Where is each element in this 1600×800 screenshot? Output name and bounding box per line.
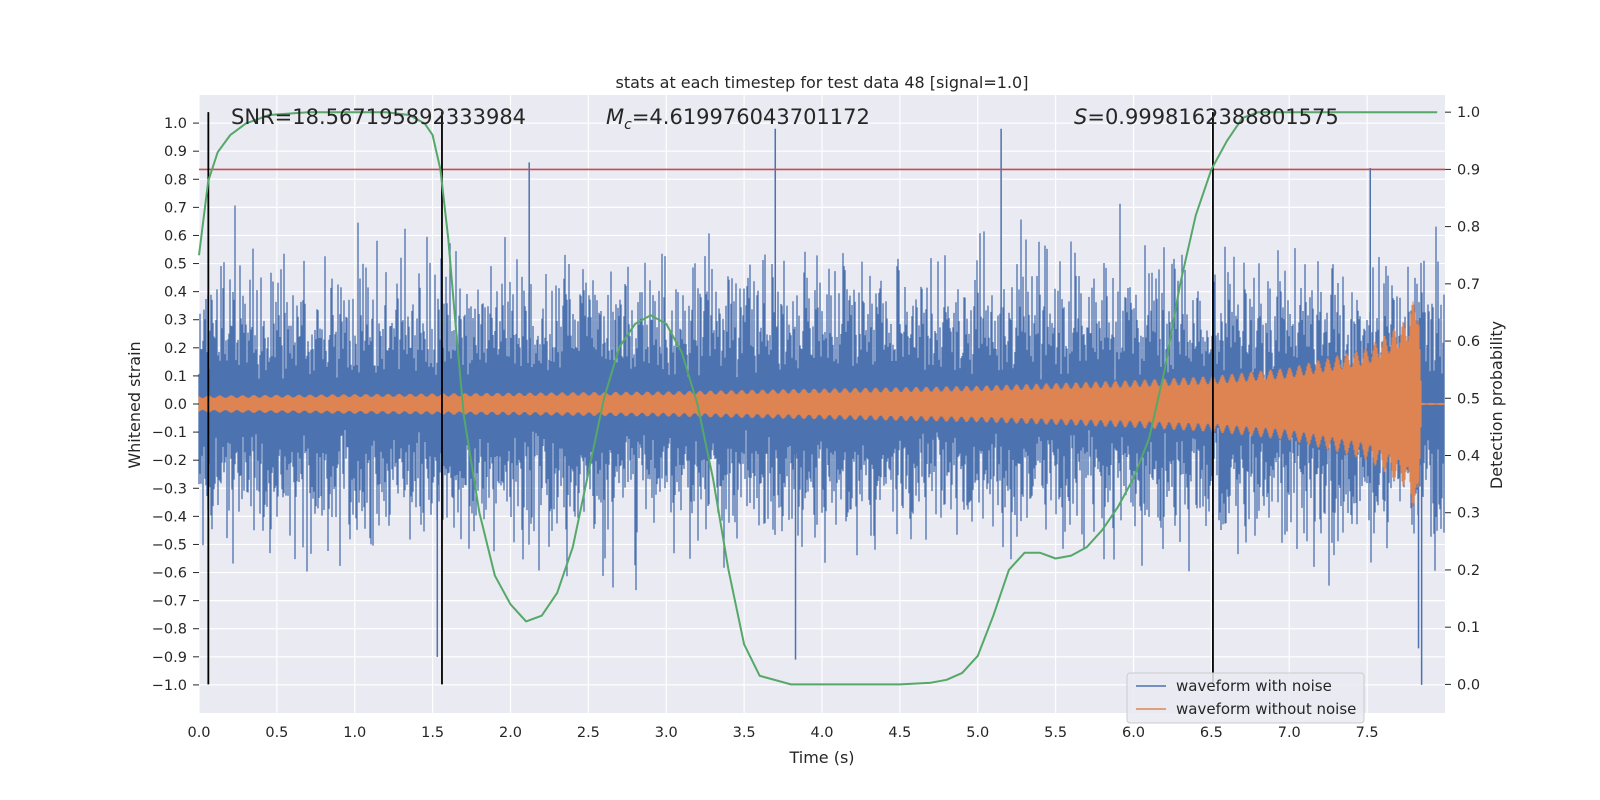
y2-tick-label: 0.2 <box>1457 563 1480 579</box>
y2-tick-label: 0.4 <box>1457 449 1480 465</box>
y-tick-label: 0.8 <box>164 172 187 188</box>
x-tick-label: 7.0 <box>1278 725 1301 741</box>
y-axis-label: Whitened strain <box>125 341 144 468</box>
x-tick-label: 2.0 <box>499 725 522 741</box>
x-tick-label: 0.0 <box>187 725 210 741</box>
x-tick-label: 0.5 <box>265 725 288 741</box>
y2-tick-label: 0.9 <box>1457 162 1480 178</box>
y2-tick-label: 0.0 <box>1457 677 1480 693</box>
y-tick-label: 0.4 <box>164 285 187 301</box>
y-tick-label: −0.7 <box>152 594 187 610</box>
chirp-mass-subscript: c <box>624 117 632 133</box>
y-tick-label: 0.0 <box>164 397 187 413</box>
y2-tick-label: 0.1 <box>1457 620 1480 636</box>
y-tick-label: 0.3 <box>164 313 187 329</box>
y-tick-label: 0.1 <box>164 369 187 385</box>
s-value: =0.9998162388801575 <box>1087 105 1338 129</box>
x-axis-label: Time (s) <box>788 748 854 767</box>
x-tick-label: 1.0 <box>343 725 366 741</box>
s-annotation: S=0.9998162388801575 <box>1074 105 1339 129</box>
y-tick-label: 0.5 <box>164 257 187 273</box>
x-tick-label: 5.5 <box>1044 725 1067 741</box>
y-tick-label: −0.5 <box>152 537 187 553</box>
y-tick-label: 0.2 <box>164 341 187 357</box>
legend-box <box>1126 672 1365 724</box>
y-tick-label: 0.9 <box>164 144 187 160</box>
y-tick-label: −0.2 <box>152 453 187 469</box>
y-tick-label: −0.4 <box>152 509 187 525</box>
event-lines <box>207 112 1214 685</box>
x-tick-label: 3.0 <box>655 725 678 741</box>
y2-tick-label: 1.0 <box>1457 105 1480 121</box>
y-tick-label: −0.1 <box>152 425 187 441</box>
x-tick-label: 2.5 <box>577 725 600 741</box>
legend: waveform with noise waveform without noi… <box>1126 672 1365 724</box>
detection-probability-line <box>198 111 1438 686</box>
chart-title: stats at each timestep for test data 48 … <box>616 73 1029 92</box>
y2-tick-label: 0.7 <box>1457 277 1480 293</box>
x-tick-label: 1.5 <box>421 725 444 741</box>
chirp-mass-symbol: M <box>606 105 624 129</box>
y-tick-label: 0.7 <box>164 200 187 216</box>
x-tick-label: 6.5 <box>1200 725 1223 741</box>
x-tick-label: 4.0 <box>810 725 833 741</box>
x-tick-label: 7.5 <box>1356 725 1379 741</box>
x-tick-label: 6.0 <box>1122 725 1145 741</box>
chirp-mass-annotation: Mc=4.619976043701172 <box>606 105 870 133</box>
y-tick-label: −1.0 <box>152 678 187 694</box>
snr-annotation: SNR=18.567195892333984 <box>231 105 526 129</box>
y-tick-label: −0.9 <box>152 650 187 666</box>
y2-tick-label: 0.5 <box>1457 391 1480 407</box>
y2-tick-label: 0.6 <box>1457 334 1480 350</box>
y-tick-label: −0.3 <box>152 481 187 497</box>
y2-tick-label: 0.8 <box>1457 220 1480 236</box>
y-tick-label: −0.6 <box>152 566 187 582</box>
y-tick-label: 1.0 <box>164 116 187 132</box>
y2-tick-label: 0.3 <box>1457 506 1480 522</box>
legend-label-noise: waveform with noise <box>1176 677 1332 695</box>
legend-label-clean: waveform without noise <box>1176 700 1356 718</box>
y-tick-label: −0.8 <box>152 622 187 638</box>
y-tick-label: 0.6 <box>164 228 187 244</box>
axes: 0.0 0.5 1.0 1.5 2.0 2.5 3.0 3.5 4.0 4.5 5.0 5.5 6.0 6… <box>152 105 1480 741</box>
series-waveform-with-noise <box>198 128 1445 685</box>
y2-axis-label: Detection probability <box>1487 321 1506 489</box>
x-tick-label: 5.0 <box>966 725 989 741</box>
series-detection-probability <box>198 111 1438 686</box>
x-tick-label: 4.5 <box>888 725 911 741</box>
s-symbol: S <box>1074 105 1087 129</box>
x-tick-label: 3.5 <box>733 725 756 741</box>
chirp-mass-value: =4.619976043701172 <box>632 105 870 129</box>
